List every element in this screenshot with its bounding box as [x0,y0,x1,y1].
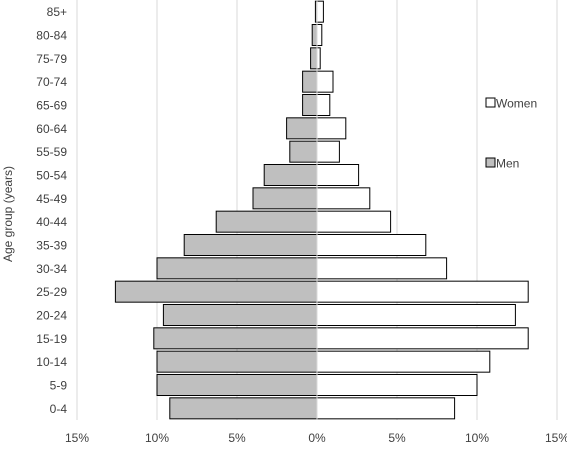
bars [114,0,529,420]
y-tick-label-60-64: 60-64 [36,122,67,136]
y-tick-label-45-49: 45-49 [36,192,67,206]
x-tick-label-3: 0% [308,431,326,445]
bar-men-70-74 [302,70,318,93]
y-tick-label-70-74: 70-74 [36,75,67,89]
bar-women-35-39 [316,234,427,256]
x-tick-label-2: 5% [228,431,246,445]
y-tick-label-55-59: 55-59 [36,145,67,159]
x-tick-label-1: 10% [145,431,169,445]
bar-women-50-54 [316,164,360,186]
x-tick-label-4: 5% [388,431,406,445]
bar-women-65-69 [316,94,331,116]
legend: Men Women [485,97,537,171]
x-tick-label-6: 15% [545,431,567,445]
y-tick-label-85+: 85+ [47,5,67,19]
y-tick-label-15-19: 15-19 [36,332,67,346]
y-tick-label-65-69: 65-69 [36,99,67,113]
bar-women-5-9 [316,374,478,396]
bar-women-25-29 [316,280,529,303]
y-tick-label-80-84: 80-84 [36,29,67,43]
legend-swatch-men [485,157,496,168]
bar-men-80-84 [311,24,318,46]
y-tick-label-35-39: 35-39 [36,239,67,253]
y-tick-labels: 0-4 5-9 10-14 15-19 20-24 25-29 30-34 35-39 40-4… [36,5,67,416]
bar-men-40-44 [215,210,318,233]
y-tick-label-50-54: 50-54 [36,169,67,183]
y-tick-label-20-24: 20-24 [36,309,67,323]
bar-women-55-59 [316,140,340,163]
bar-men-5-9 [156,374,318,396]
y-tick-label-30-34: 30-34 [36,262,67,276]
y-tick-label-25-29: 25-29 [36,285,67,299]
bar-men-50-54 [263,164,318,186]
legend-label-women: Women [496,97,537,111]
y-tick-label-0-4: 0-4 [50,402,68,416]
bar-women-0-4 [316,397,456,420]
bar-women-20-24 [316,304,516,326]
bar-men-75-79 [310,47,318,70]
bar-men-60-64 [286,117,318,140]
bar-men-30-34 [156,257,318,280]
bar-women-15-19 [316,327,529,350]
legend-label-men: Men [496,157,519,171]
grid-lines [76,0,558,420]
bar-men-20-24 [162,304,318,326]
legend-swatch-women [485,97,496,108]
y-tick-label-40-44: 40-44 [36,215,67,229]
bar-women-30-34 [316,257,448,280]
bar-women-85+ [316,0,324,23]
x-tick-label-0: 15% [65,431,89,445]
bar-men-10-14 [156,350,318,373]
x-tick-labels: 15% 10% 5% 0% 5% 10% 15% [65,431,567,445]
bar-women-40-44 [316,210,392,233]
bar-men-35-39 [183,234,318,256]
bar-men-0-4 [169,397,318,420]
bar-women-10-14 [316,350,491,373]
y-tick-label-75-79: 75-79 [36,52,67,66]
bar-men-45-49 [252,187,318,210]
bar-men-65-69 [302,94,318,116]
bar-women-60-64 [316,117,347,140]
y-tick-label-5-9: 5-9 [50,379,68,393]
bar-men-15-19 [153,327,318,350]
y-axis-title: Age group (years) [1,166,15,262]
bar-women-80-84 [316,24,323,46]
bar-men-25-29 [114,280,318,303]
y-tick-label-10-14: 10-14 [36,355,67,369]
bar-women-70-74 [316,70,334,93]
x-tick-label-5: 10% [465,431,489,445]
bar-women-45-49 [316,187,371,210]
bar-men-55-59 [289,140,318,163]
